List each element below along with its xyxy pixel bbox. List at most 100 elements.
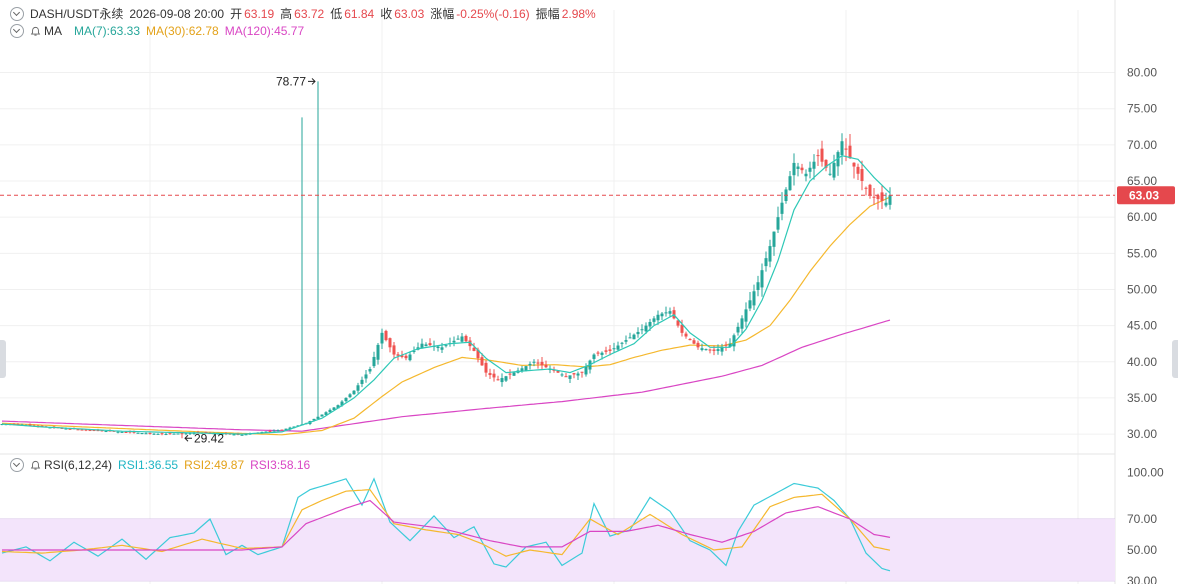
candle-body xyxy=(404,355,408,359)
candle-body xyxy=(284,428,288,431)
candle-body xyxy=(748,300,752,309)
candle-body xyxy=(508,373,512,375)
scroll-left-handle[interactable] xyxy=(0,340,6,378)
candle-body xyxy=(76,429,80,431)
candle-body xyxy=(268,430,272,432)
amplitude-label: 振幅 xyxy=(535,7,560,21)
candle-body xyxy=(132,431,136,433)
candle-body xyxy=(188,433,192,435)
candle-body xyxy=(376,344,380,360)
candle-body xyxy=(756,282,760,291)
candle-body xyxy=(820,148,824,162)
candle-body xyxy=(100,430,104,432)
candle-body xyxy=(648,322,652,327)
candle-body xyxy=(84,429,88,431)
candle-body xyxy=(532,361,536,363)
candle-body xyxy=(660,313,664,317)
candle-body xyxy=(500,378,504,383)
symbol-label: DASH/USDT永续 xyxy=(30,7,124,21)
candle-body xyxy=(96,430,100,432)
candle-body xyxy=(48,427,52,429)
rsi-legend: RSI(6,12,24) RSI1:36.55 RSI2:49.87 RSI3:… xyxy=(0,456,316,474)
candle-body xyxy=(316,416,320,419)
candle-body xyxy=(828,173,832,175)
candle-body xyxy=(716,349,720,351)
candle-body xyxy=(780,202,784,214)
candle-body xyxy=(568,375,572,379)
chevron-down-icon[interactable] xyxy=(10,7,24,21)
min-price-label: 29.42 xyxy=(194,431,224,445)
candle-body xyxy=(652,318,656,322)
candle-body xyxy=(840,141,844,156)
candle-body xyxy=(856,166,860,174)
candle-body xyxy=(152,433,156,435)
chevron-down-icon[interactable] xyxy=(10,458,24,472)
candle-body xyxy=(888,195,892,205)
candle-body xyxy=(656,314,660,321)
candle-body xyxy=(352,390,356,395)
candle-body xyxy=(104,431,108,433)
rsi2-value: RSI2:49.87 xyxy=(184,458,245,472)
chevron-down-icon[interactable] xyxy=(10,24,24,38)
candle-body xyxy=(472,347,476,351)
bell-icon[interactable] xyxy=(30,460,41,471)
candlestick-series xyxy=(0,81,892,439)
candle-body xyxy=(380,332,384,344)
candle-body xyxy=(712,349,716,351)
last-price-tag xyxy=(1117,186,1175,205)
candle-body xyxy=(692,340,696,344)
candle-body xyxy=(700,348,704,350)
close-label: 收 xyxy=(380,7,393,21)
candle-body xyxy=(800,167,804,171)
candle-body xyxy=(728,343,732,347)
candle-body xyxy=(408,354,412,361)
candle-body xyxy=(816,155,820,157)
ohlc-header: DASH/USDT永续 2026-09-08 20:00 开 63.19 高 6… xyxy=(0,5,602,23)
candle-body xyxy=(276,430,280,432)
candle-body xyxy=(488,373,492,376)
price-tick-label: 60.00 xyxy=(1127,210,1157,224)
candle-body xyxy=(28,424,32,426)
candle-body xyxy=(616,345,620,350)
open-value: 63.19 xyxy=(244,7,275,21)
candle-body xyxy=(344,397,348,402)
low-value: 61.84 xyxy=(344,7,375,21)
rsi3-value: RSI3:58.16 xyxy=(250,458,311,472)
candle-body xyxy=(480,357,484,366)
candle-body xyxy=(776,217,780,230)
candle-body xyxy=(664,312,668,314)
rsi1-value: RSI1:36.55 xyxy=(118,458,179,472)
candle-body xyxy=(412,350,416,352)
candle-body xyxy=(92,429,96,431)
candle-body xyxy=(436,346,440,349)
candle-body xyxy=(136,432,140,434)
candle-body xyxy=(148,432,152,434)
price-axis: 80.00 75.00 70.00 65.00 60.00 55.00 50.00 45.00… xyxy=(1127,66,1157,442)
candle-body xyxy=(340,401,344,406)
last-price-line: 63.03 xyxy=(0,186,1175,205)
candle-body xyxy=(220,433,224,435)
candle-body xyxy=(452,340,456,343)
candle-body xyxy=(852,162,856,167)
candle-body xyxy=(632,334,636,340)
scroll-right-handle[interactable] xyxy=(1172,340,1178,378)
candle-body xyxy=(368,369,372,372)
candle-body xyxy=(636,331,640,335)
candle-body xyxy=(348,394,352,398)
ma30-value: MA(30):62.78 xyxy=(146,24,219,38)
candle-body xyxy=(576,373,580,376)
low-label: 低 xyxy=(330,7,343,21)
candle-body xyxy=(560,374,564,376)
candle-body xyxy=(372,356,376,367)
candle-body xyxy=(808,167,812,172)
price-tick-label: 55.00 xyxy=(1127,246,1157,260)
candle-body xyxy=(772,231,776,247)
bell-icon[interactable] xyxy=(30,26,41,37)
candle-body xyxy=(504,376,508,381)
candle-body xyxy=(860,169,864,182)
datetime-label: 2026-09-08 20:00 xyxy=(129,7,225,21)
candle-body xyxy=(604,350,608,352)
close-value: 63.03 xyxy=(394,7,425,21)
candle-body xyxy=(832,162,836,178)
